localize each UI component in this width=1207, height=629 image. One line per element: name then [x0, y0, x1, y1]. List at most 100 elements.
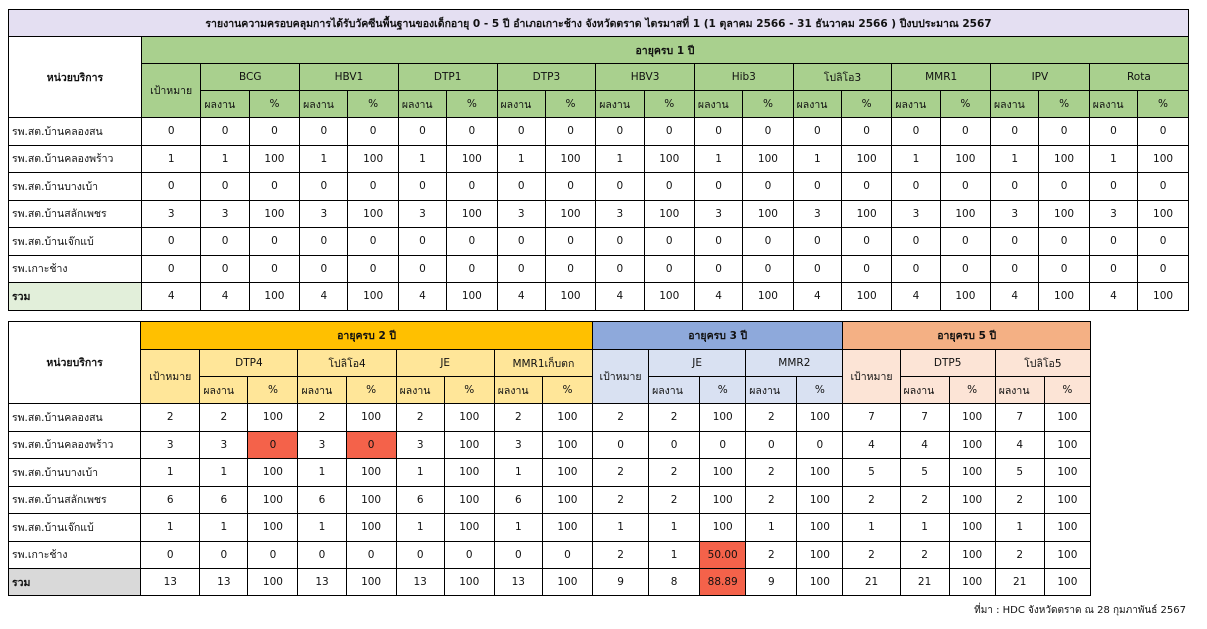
target-header: เป้าหมาย: [140, 63, 202, 118]
result-value: 6: [395, 485, 445, 514]
percent-value: 0: [347, 254, 399, 283]
result-value: 0: [990, 254, 1040, 283]
percent-value: 100: [345, 485, 397, 514]
result-value: 4: [891, 282, 941, 311]
age-group-header: อายุครบ 1 ปี: [140, 36, 1190, 64]
result-header: ผลงาน: [199, 376, 249, 404]
target-value: 2: [591, 485, 650, 514]
percent-value: 0: [347, 172, 399, 201]
percent-header: %: [544, 90, 597, 118]
result-value: 0: [745, 430, 798, 459]
result-value: 0: [792, 172, 842, 201]
result-value: 0: [891, 117, 941, 146]
result-value: 4: [299, 282, 349, 311]
percent-header: %: [699, 376, 747, 404]
target-value: 9: [591, 568, 650, 596]
table-row: รพ.สต.บ้านบางเบ้า 1 1 100 1 100 1 100 1 100 2 2 100 2…: [7, 458, 1092, 487]
result-value: 4: [994, 430, 1045, 459]
target-value: 13: [140, 568, 201, 596]
target-value: 2: [842, 540, 901, 569]
percent-value: 100: [796, 540, 844, 569]
vaccine-header: DTP5: [899, 349, 996, 377]
percent-value: 100: [699, 403, 747, 432]
target-value: 0: [140, 227, 202, 256]
result-value: 0: [397, 227, 448, 256]
result-value: 0: [299, 172, 349, 201]
unit-name: รพ.เกาะช้าง: [8, 254, 142, 283]
result-value: 0: [595, 117, 645, 146]
target-header: เป้าหมาย: [140, 349, 201, 404]
unit-name: รพ.สต.บ้านคลองพร้าว: [8, 144, 142, 173]
percent-value: 100: [345, 513, 397, 542]
percent-value: 100: [840, 282, 893, 311]
result-header: ผลงาน: [1088, 90, 1139, 118]
result-value: 2: [745, 403, 798, 432]
target-value: 1: [591, 513, 650, 542]
percent-value: 100: [796, 513, 844, 542]
percent-header: %: [446, 90, 498, 118]
result-value: 2: [899, 540, 950, 569]
result-value: 0: [891, 254, 941, 283]
percent-value: 0: [443, 540, 495, 569]
result-value: 0: [891, 172, 941, 201]
target-value: 0: [140, 172, 202, 201]
percent-value: 100: [544, 144, 597, 173]
unit-name: รพ.สต.บ้านเจ๊กแบ้: [7, 513, 142, 542]
percent-value: 100: [247, 568, 299, 596]
table-row: รพ.สต.บ้านคลองพร้าว 1 1 100 1 100 1 100 1 100 1 100…: [8, 144, 1189, 173]
result-value: 1: [297, 513, 347, 542]
percent-value: 0: [544, 227, 597, 256]
result-value: 2: [199, 403, 249, 432]
percent-value: 0: [939, 227, 992, 256]
result-value: 0: [792, 117, 842, 146]
percent-value: 0: [248, 227, 301, 256]
percent-value: 100: [247, 403, 299, 432]
target-value: 7: [842, 403, 901, 432]
percent-value: 0: [544, 172, 597, 201]
vaccine-header: HBV3: [595, 63, 695, 91]
result-value: 6: [493, 485, 543, 514]
result-value: 2: [745, 540, 798, 569]
percent-value: 0: [247, 430, 299, 459]
percent-value: 100: [248, 199, 301, 228]
percent-value: 0: [643, 254, 695, 283]
percent-value: 100: [1043, 403, 1092, 432]
result-header: ผลงาน: [899, 376, 950, 404]
result-value: 4: [1088, 282, 1139, 311]
result-value: 0: [397, 172, 448, 201]
result-header: ผลงาน: [891, 90, 941, 118]
header-row-age: หน่วยบริการ อายุครบ 1 ปี: [8, 36, 1190, 118]
target-value: 1: [140, 144, 202, 173]
unit-header: หน่วยบริการ: [8, 36, 142, 118]
unit-name: รพ.สต.บ้านบางเบ้า: [7, 458, 142, 487]
result-value: 8: [648, 568, 701, 596]
result-header: ผลงาน: [745, 376, 798, 404]
age1-coverage-table: รายงานความครอบคลุมการได้รับวัคซีนพื้นฐาน…: [8, 9, 1190, 311]
result-value: 3: [200, 199, 250, 228]
percent-value: 0: [1137, 227, 1189, 256]
percent-value: 100: [948, 513, 996, 542]
percent-value: 0: [446, 117, 498, 146]
percent-header: %: [247, 376, 299, 404]
percent-value: 100: [347, 144, 399, 173]
result-value: 3: [496, 199, 546, 228]
result-header: ผลงาน: [493, 376, 543, 404]
percent-header: %: [742, 90, 794, 118]
percent-value: 0: [544, 254, 597, 283]
result-value: 0: [397, 117, 448, 146]
percent-value: 100: [541, 430, 594, 459]
percent-value: 100: [939, 144, 992, 173]
percent-value: 100: [1038, 282, 1090, 311]
percent-value: 0: [347, 117, 399, 146]
percent-header: %: [840, 90, 893, 118]
percent-value: 0: [248, 117, 301, 146]
table-row: รพ.สต.บ้านคลองสน 2 2 100 2 100 2 100 2 100 2 2 100 2 1…: [7, 403, 1092, 432]
result-value: 3: [395, 430, 445, 459]
target-value: 2: [591, 540, 650, 569]
percent-header: %: [643, 90, 695, 118]
percent-value: 100: [446, 144, 498, 173]
percent-value: 0: [446, 227, 498, 256]
result-value: 0: [395, 540, 445, 569]
percent-value: 100: [1043, 513, 1092, 542]
percent-value: 0: [345, 540, 397, 569]
